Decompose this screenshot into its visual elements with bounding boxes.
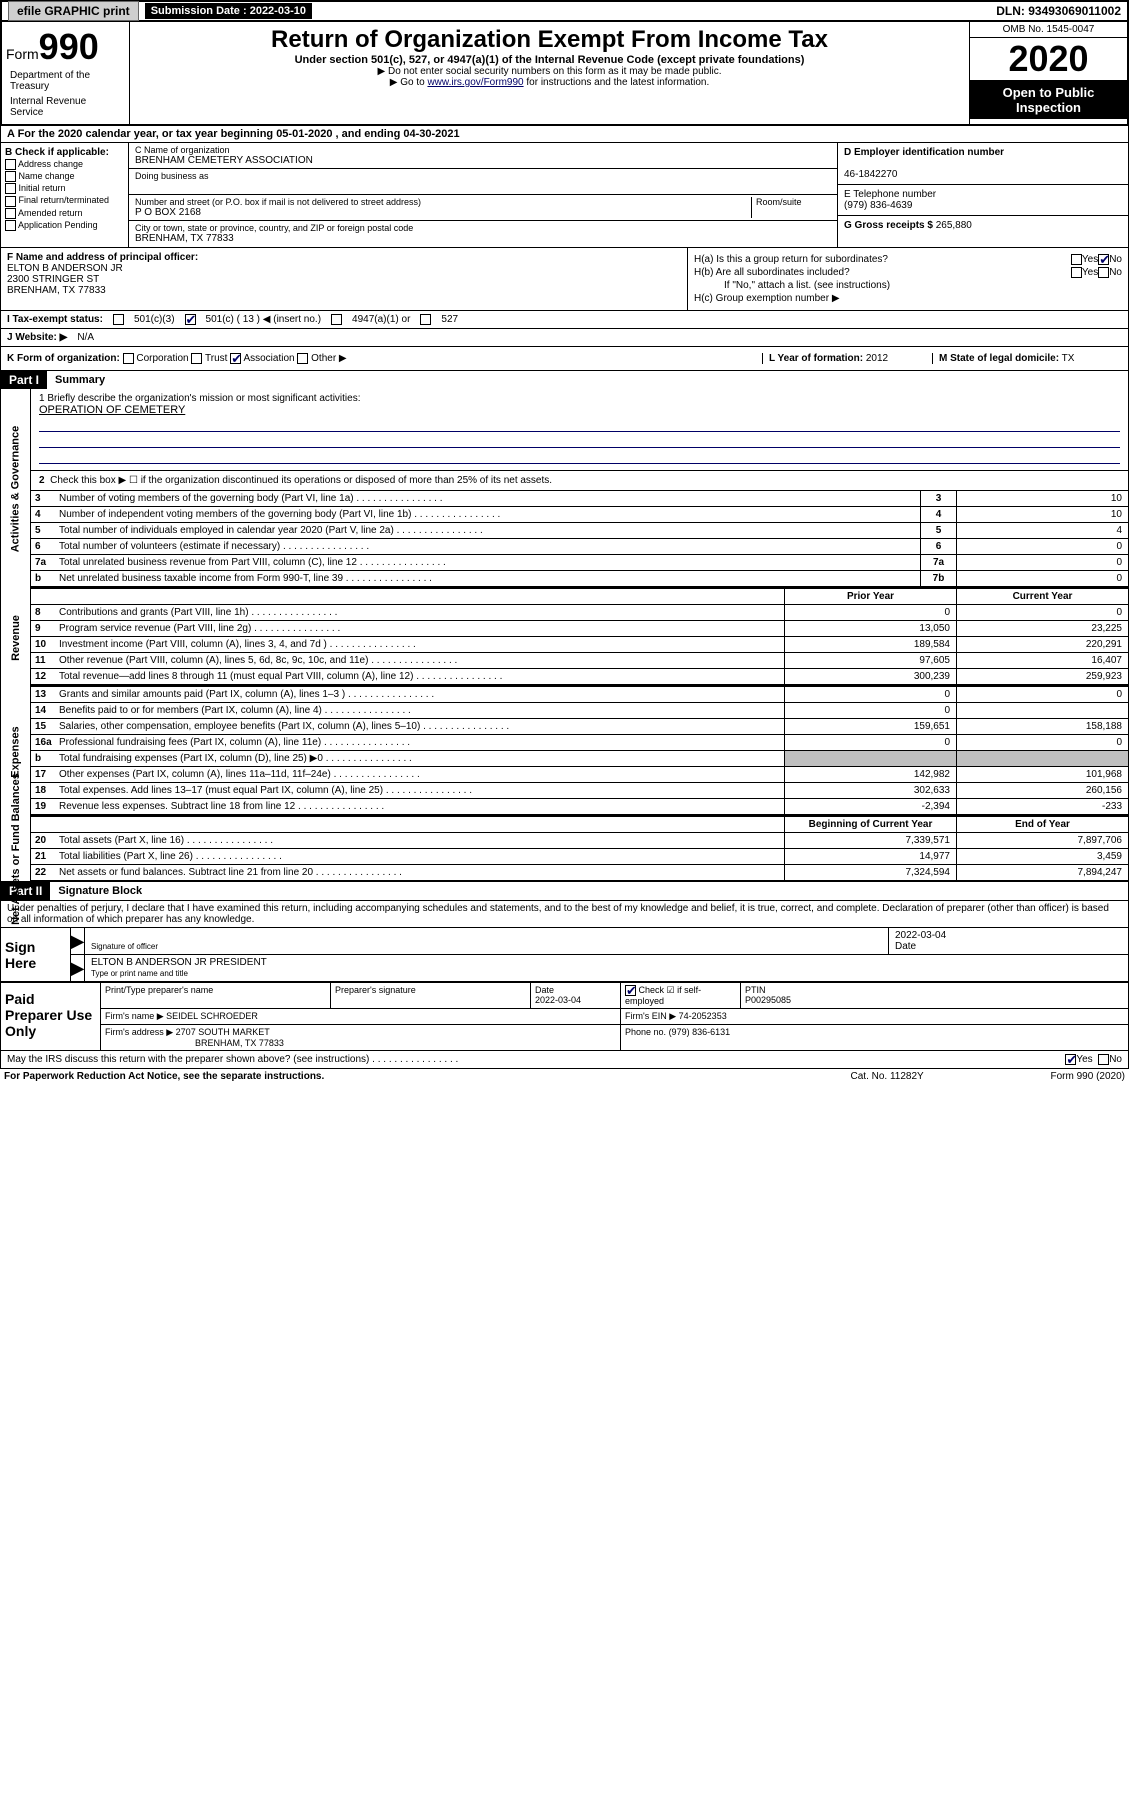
section-b: B Check if applicable: Address change Na… bbox=[1, 143, 129, 247]
perjury-declaration: Under penalties of perjury, I declare th… bbox=[1, 901, 1128, 927]
note-link: ▶ Go to www.irs.gov/Form990 for instruct… bbox=[134, 77, 965, 88]
form-number: Form990 bbox=[6, 26, 125, 68]
ptin: P00295085 bbox=[745, 995, 791, 1005]
chk-address-change[interactable]: Address change bbox=[5, 159, 124, 170]
mission-text: OPERATION OF CEMETERY bbox=[39, 404, 1120, 416]
firm-phone: (979) 836-6131 bbox=[669, 1027, 731, 1037]
irs-discuss-row: May the IRS discuss this return with the… bbox=[0, 1051, 1129, 1069]
chk-initial-return[interactable]: Initial return bbox=[5, 183, 124, 194]
tab-net-assets: Net Assets or Fund Balances bbox=[1, 817, 31, 881]
line-a-period: A For the 2020 calendar year, or tax yea… bbox=[0, 126, 1129, 143]
street: P O BOX 2168 bbox=[135, 207, 201, 218]
firm-addr: 2707 SOUTH MARKET bbox=[176, 1027, 270, 1037]
irs-link[interactable]: www.irs.gov/Form990 bbox=[427, 77, 523, 88]
firm-ein: 74-2052353 bbox=[679, 1011, 727, 1021]
sig-date: 2022-03-04 bbox=[895, 930, 946, 941]
chk-501c[interactable] bbox=[185, 314, 196, 325]
ein: 46-1842270 bbox=[844, 169, 897, 180]
sign-here-label: Sign Here bbox=[1, 928, 71, 981]
paid-preparer-label: Paid Preparer Use Only bbox=[1, 983, 101, 1050]
page-footer: For Paperwork Reduction Act Notice, see … bbox=[0, 1069, 1129, 1084]
chk-app-pending[interactable]: Application Pending bbox=[5, 220, 124, 231]
form-header: Form990 Department of the Treasury Inter… bbox=[0, 22, 1129, 126]
section-j: J Website: ▶ N/A bbox=[0, 329, 1129, 347]
telephone: (979) 836-4639 bbox=[844, 200, 912, 211]
section-f: F Name and address of principal officer:… bbox=[1, 248, 688, 310]
form-subtitle: Under section 501(c), 527, or 4947(a)(1)… bbox=[134, 54, 965, 66]
chk-other[interactable] bbox=[297, 353, 308, 364]
discuss-yes[interactable] bbox=[1065, 1054, 1076, 1065]
chk-527[interactable] bbox=[420, 314, 431, 325]
hb-no[interactable] bbox=[1098, 267, 1109, 278]
top-bar: efile GRAPHIC print Submission Date : 20… bbox=[0, 0, 1129, 22]
chk-name-change[interactable]: Name change bbox=[5, 171, 124, 182]
form-title: Return of Organization Exempt From Incom… bbox=[134, 26, 965, 54]
section-i: I Tax-exempt status: 501(c)(3) 501(c) ( … bbox=[0, 311, 1129, 329]
sig-arrow-icon: ▶ bbox=[71, 955, 85, 981]
chk-amended[interactable]: Amended return bbox=[5, 208, 124, 219]
chk-self-employed[interactable] bbox=[625, 985, 636, 996]
chk-trust[interactable] bbox=[191, 353, 202, 364]
chk-final-return[interactable]: Final return/terminated bbox=[5, 195, 124, 206]
section-c: C Name of organizationBRENHAM CEMETERY A… bbox=[129, 143, 838, 247]
efile-print-button[interactable]: efile GRAPHIC print bbox=[8, 1, 139, 21]
tax-year: 2020 bbox=[970, 38, 1127, 81]
part1-title: Summary bbox=[47, 372, 113, 388]
sig-arrow-icon: ▶ bbox=[71, 928, 85, 954]
state-domicile: TX bbox=[1062, 353, 1075, 364]
chk-assoc[interactable] bbox=[230, 353, 241, 364]
ha-yes[interactable] bbox=[1071, 254, 1082, 265]
firm-name: SEIDEL SCHROEDER bbox=[166, 1011, 258, 1021]
officer-name: ELTON B ANDERSON JR PRESIDENT bbox=[91, 957, 267, 968]
open-public-badge: Open to Public Inspection bbox=[970, 81, 1127, 119]
tab-revenue: Revenue bbox=[1, 589, 31, 687]
part1-header: Part I bbox=[1, 371, 47, 389]
org-name: BRENHAM CEMETERY ASSOCIATION bbox=[135, 155, 313, 166]
irs-label: Internal Revenue Service bbox=[6, 94, 125, 120]
chk-501c3[interactable] bbox=[113, 314, 124, 325]
submission-date: Submission Date : 2022-03-10 bbox=[145, 3, 312, 19]
hb-yes[interactable] bbox=[1071, 267, 1082, 278]
discuss-no[interactable] bbox=[1098, 1054, 1109, 1065]
chk-corp[interactable] bbox=[123, 353, 134, 364]
section-k: K Form of organization: Corporation Trus… bbox=[0, 347, 1129, 371]
prep-date: 2022-03-04 bbox=[535, 995, 581, 1005]
note-ssn: ▶ Do not enter social security numbers o… bbox=[134, 66, 965, 77]
website: N/A bbox=[77, 332, 94, 343]
city-state-zip: BRENHAM, TX 77833 bbox=[135, 233, 234, 244]
chk-4947[interactable] bbox=[331, 314, 342, 325]
dln: DLN: 93493069011002 bbox=[990, 2, 1127, 20]
section-d: D Employer identification number46-18422… bbox=[838, 143, 1128, 247]
part2-title: Signature Block bbox=[50, 883, 150, 899]
omb-number: OMB No. 1545-0047 bbox=[970, 22, 1127, 38]
ha-no[interactable] bbox=[1098, 254, 1109, 265]
dept-treasury: Department of the Treasury bbox=[6, 68, 125, 94]
section-h: H(a) Is this a group return for subordin… bbox=[688, 248, 1128, 310]
tab-governance: Activities & Governance bbox=[1, 389, 31, 589]
part2-header: Part II bbox=[1, 882, 50, 900]
gross-receipts: 265,880 bbox=[936, 220, 972, 231]
year-formation: 2012 bbox=[866, 353, 888, 364]
